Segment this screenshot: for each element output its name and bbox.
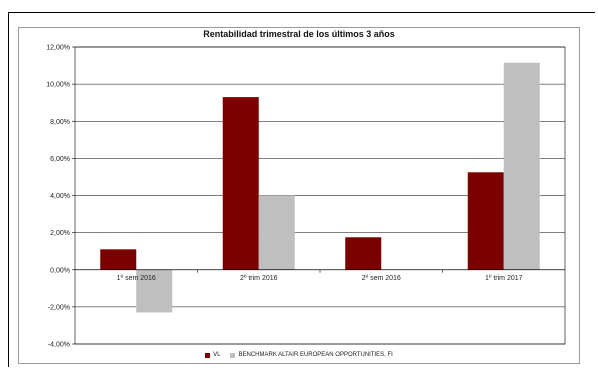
bar	[345, 237, 382, 270]
x-tick-label: 1º trim 2017	[485, 275, 523, 282]
y-tick-label: 4,00%	[50, 193, 70, 200]
y-tick-label: 6,00%	[50, 156, 70, 163]
y-tick-label: 2,00%	[50, 230, 70, 237]
legend: VL BENCHMARK ALTAIR EUROPEAN OPPORTUNITI…	[0, 352, 598, 358]
legend-swatch-benchmark	[230, 352, 236, 358]
legend-swatch-vl	[205, 352, 211, 358]
y-tick-label: 10,00%	[46, 82, 70, 89]
x-tick-label: 2º trim 2016	[240, 275, 278, 282]
y-tick-label: 12,00%	[46, 45, 70, 52]
x-tick-label: 2º sem 2016	[362, 275, 401, 282]
bar	[136, 269, 173, 313]
y-tick-label: 0,00%	[50, 267, 70, 274]
y-tick-label: -2,00%	[48, 304, 70, 311]
y-tick-label: -4,00%	[48, 342, 70, 349]
plot-border	[74, 46, 566, 345]
bar	[258, 195, 295, 270]
page-frame	[8, 12, 595, 367]
y-tick-label: 8,00%	[50, 119, 70, 126]
bar	[100, 249, 137, 270]
bar	[467, 172, 504, 270]
bar	[222, 97, 259, 270]
legend-label-benchmark: BENCHMARK ALTAIR EUROPEAN OPPORTUNITIES,…	[238, 352, 393, 358]
legend-item-benchmark: BENCHMARK ALTAIR EUROPEAN OPPORTUNITIES,…	[230, 352, 393, 358]
legend-item-vl: VL	[205, 352, 220, 358]
chart-title: Rentabilidad trimestral de los últimos 3…	[203, 29, 395, 39]
legend-label-vl: VL	[213, 352, 221, 358]
x-tick-label: 1º sem 2016	[117, 275, 156, 282]
bar	[503, 62, 540, 270]
